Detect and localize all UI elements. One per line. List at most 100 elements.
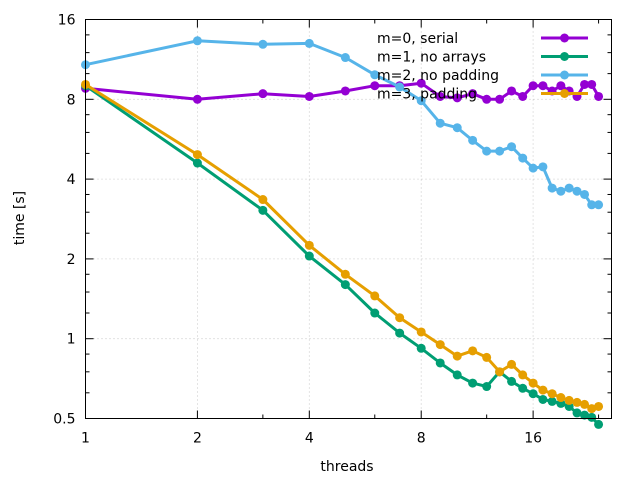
x-tick-label: 4	[305, 431, 314, 447]
data-point	[547, 389, 557, 399]
data-point	[556, 186, 566, 196]
data-point	[192, 150, 202, 160]
legend: m=0, serial m=1, no arrays m=2, no padding…	[377, 31, 588, 103]
data-point	[482, 382, 492, 392]
data-point	[395, 328, 405, 338]
data-point	[340, 86, 350, 96]
data-point	[528, 81, 538, 91]
data-point	[416, 343, 426, 353]
series-3	[81, 79, 604, 414]
data-point	[452, 351, 462, 361]
axes: 0.5 1 2 4 8 16 1 2 4 8 16	[53, 13, 612, 447]
y-tick-label: 8	[67, 92, 76, 108]
data-point	[482, 352, 492, 362]
data-point	[435, 118, 445, 128]
data-point	[304, 251, 314, 261]
y-tick-label: 1	[67, 332, 76, 348]
series-0	[81, 78, 604, 104]
series-line	[84, 83, 600, 411]
data-point	[518, 383, 528, 393]
legend-marker	[560, 33, 569, 43]
legend-label: m=2, no padding	[377, 68, 499, 84]
plot-frame	[85, 19, 612, 419]
data-point	[594, 91, 604, 101]
legend-label: m=3, padding	[377, 87, 477, 103]
data-point	[340, 269, 350, 279]
data-point	[258, 205, 268, 215]
y-tick-label: 2	[67, 252, 76, 268]
data-point	[507, 376, 517, 386]
data-point	[370, 70, 380, 80]
data-point	[304, 240, 314, 250]
legend-label: m=1, no arrays	[377, 50, 486, 66]
data-point	[192, 158, 202, 168]
data-point	[587, 412, 597, 422]
data-point	[370, 81, 380, 91]
data-point	[452, 370, 462, 380]
data-point	[435, 340, 445, 350]
data-point	[482, 94, 492, 104]
data-point	[370, 291, 380, 301]
data-point	[594, 401, 604, 411]
data-point	[528, 163, 538, 173]
data-point	[258, 39, 268, 49]
data-point	[572, 397, 582, 407]
y-tick-label: 4	[67, 172, 76, 188]
data-point	[547, 183, 557, 193]
legend-marker	[560, 52, 569, 61]
legend-marker	[560, 89, 569, 98]
data-point	[395, 313, 405, 323]
data-point	[495, 367, 505, 377]
x-axis-label: threads	[320, 459, 373, 475]
data-point	[192, 94, 202, 104]
data-point	[556, 393, 566, 403]
data-point	[547, 396, 557, 406]
legend-label: m=0, serial	[377, 31, 458, 47]
data-point	[435, 358, 445, 368]
plot-area	[81, 36, 604, 429]
data-point	[340, 280, 350, 290]
series-line	[85, 39, 599, 207]
data-point	[468, 378, 478, 388]
y-tick-label: 0.5	[53, 412, 75, 428]
data-point	[518, 91, 528, 101]
x-tick-label: 16	[524, 431, 542, 447]
y-tick-label: 16	[58, 13, 76, 29]
data-point	[482, 146, 492, 156]
y-axis-label: time [s]	[12, 191, 28, 245]
x-tick-label: 8	[417, 431, 426, 447]
legend-marker	[560, 70, 569, 80]
data-point	[495, 146, 505, 156]
data-point	[435, 91, 445, 101]
data-point	[564, 395, 574, 405]
data-point	[594, 419, 604, 429]
data-point	[468, 135, 478, 145]
data-point	[580, 410, 590, 420]
data-point	[587, 200, 597, 210]
data-point	[468, 346, 478, 356]
data-point	[528, 378, 538, 388]
data-point	[538, 385, 548, 395]
data-point	[416, 78, 426, 88]
data-point	[507, 86, 517, 96]
data-point	[564, 183, 574, 193]
data-point	[395, 82, 405, 92]
data-point	[538, 162, 548, 172]
data-point	[538, 394, 548, 404]
data-point	[340, 53, 350, 63]
data-point	[556, 81, 566, 91]
data-point	[538, 81, 548, 91]
series-2	[81, 36, 604, 210]
data-point	[594, 200, 604, 210]
data-point	[580, 79, 590, 89]
data-point	[304, 91, 314, 101]
x-tick-label: 2	[193, 431, 202, 447]
data-point	[507, 359, 517, 369]
data-point	[572, 408, 582, 418]
data-point	[416, 327, 426, 337]
data-point	[587, 404, 597, 414]
data-point	[518, 370, 528, 380]
data-point	[304, 38, 314, 48]
grid-lines	[85, 19, 612, 419]
